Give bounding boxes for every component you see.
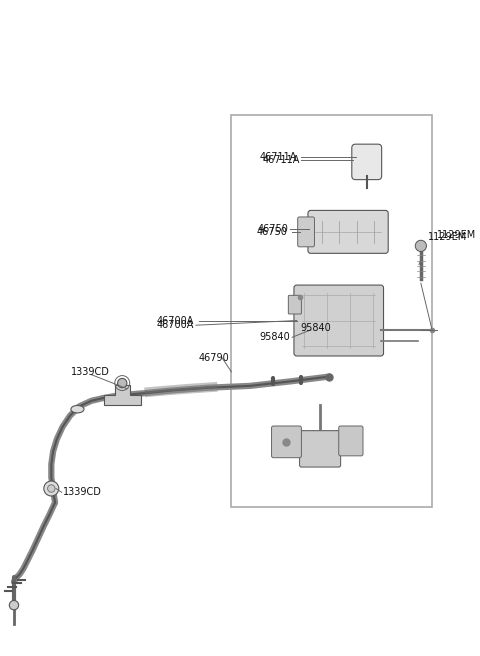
Circle shape: [44, 481, 59, 496]
Text: 46790: 46790: [199, 353, 229, 363]
Text: 46700A: 46700A: [156, 320, 194, 330]
FancyBboxPatch shape: [300, 430, 341, 467]
Text: 46750: 46750: [257, 224, 288, 234]
Text: 46711A: 46711A: [262, 155, 300, 165]
Text: 1129EM: 1129EM: [437, 230, 476, 239]
Text: 1339CD: 1339CD: [63, 487, 102, 497]
Text: 1339CD: 1339CD: [71, 367, 110, 377]
Circle shape: [415, 240, 426, 251]
FancyBboxPatch shape: [288, 295, 301, 314]
Text: 46711A: 46711A: [259, 152, 297, 162]
Bar: [231, 115, 432, 507]
FancyBboxPatch shape: [339, 426, 363, 456]
Circle shape: [118, 379, 127, 388]
Text: 46750: 46750: [256, 227, 288, 237]
FancyBboxPatch shape: [308, 211, 388, 253]
FancyBboxPatch shape: [272, 426, 301, 458]
Text: 95840: 95840: [300, 323, 331, 333]
FancyBboxPatch shape: [294, 285, 384, 356]
Ellipse shape: [71, 405, 84, 413]
Circle shape: [9, 600, 19, 610]
Polygon shape: [104, 385, 141, 405]
FancyBboxPatch shape: [352, 144, 382, 180]
FancyBboxPatch shape: [298, 217, 314, 247]
Text: 95840: 95840: [260, 333, 290, 342]
Text: 1129EM: 1129EM: [428, 232, 468, 241]
Circle shape: [48, 485, 55, 492]
Text: 46700A: 46700A: [156, 316, 194, 325]
